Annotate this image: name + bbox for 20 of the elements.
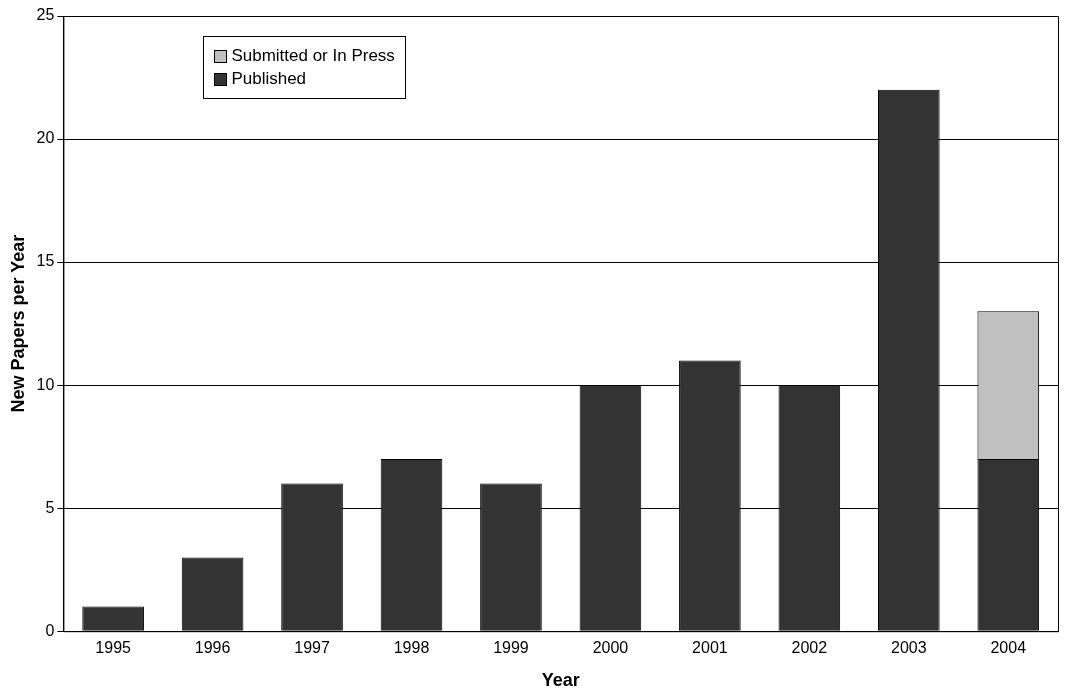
x-tick-label: 1995: [95, 639, 132, 657]
x-tick-label: 2004: [990, 639, 1027, 657]
x-tick-label: 2001: [692, 639, 728, 657]
legend-label: Submitted or In Press: [231, 46, 395, 66]
y-tick-label: 25: [36, 6, 55, 24]
x-tick-label: 2003: [891, 639, 927, 657]
y-tick-label: 20: [36, 129, 55, 147]
x-tick-label: 1999: [493, 639, 529, 657]
y-tick-label: 5: [45, 498, 55, 516]
x-tick-label: 1998: [393, 639, 430, 657]
x-tick-label: 2000: [592, 639, 629, 657]
y-tick-label: 10: [36, 375, 55, 393]
y-tick-label: 0: [45, 621, 55, 639]
legend-label: Published: [231, 69, 307, 89]
x-tick-label: 2002: [791, 639, 828, 657]
y-axis-title: New Papers per Year: [7, 234, 28, 413]
x-axis-title: Year: [541, 670, 580, 691]
y-tick-label: 15: [36, 252, 55, 270]
x-tick-label: 1997: [294, 639, 330, 657]
x-tick-label: 1996: [194, 639, 231, 657]
